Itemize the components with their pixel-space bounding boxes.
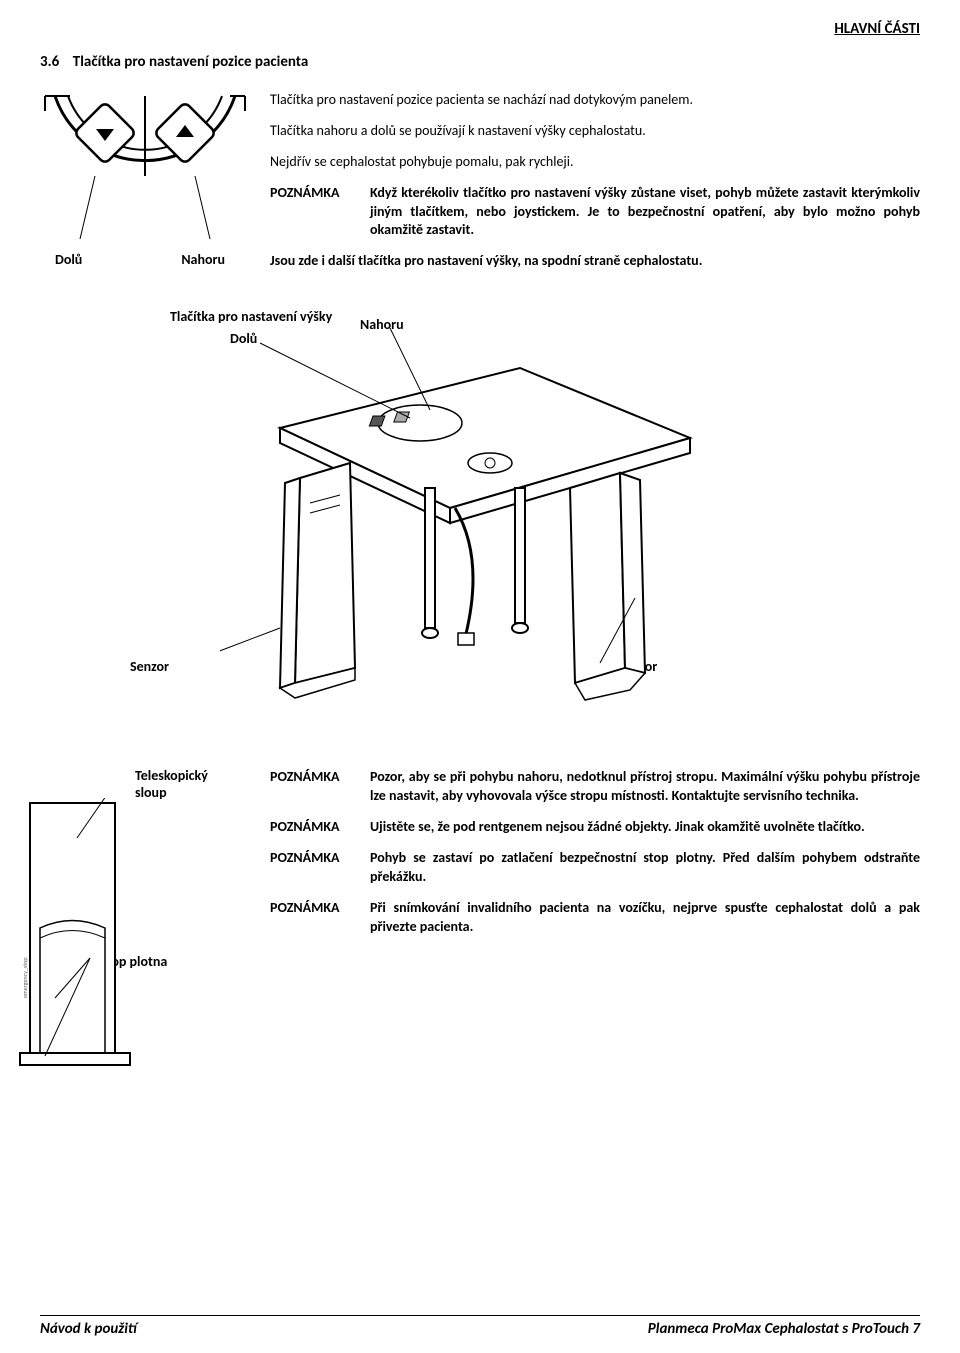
fig2-label-sensor: Senzor xyxy=(130,658,169,675)
note-text-3: Ujistěte se, že pod rentgenem nejsou žád… xyxy=(370,818,920,837)
fig3-label-telescopic: Teleskopický sloup xyxy=(135,768,208,802)
page-footer: Návod k použití Planmeca ProMax Cephalos… xyxy=(40,1315,920,1338)
fig1-label-down: Dolů xyxy=(55,251,82,268)
footer-right: Planmeca ProMax Cephalostat s ProTouch 7 xyxy=(648,1320,920,1338)
note-text-1: Když kterékoliv tlačítko pro nastavení v… xyxy=(370,184,920,241)
fig2-title: Tlačítka pro nastavení výšky xyxy=(170,308,332,325)
button-panel-icon xyxy=(40,91,250,251)
note-text-5: Při snímkování invalidního pacienta na v… xyxy=(370,899,920,937)
page-header-right: HLAVNÍ ČÁSTI xyxy=(40,20,920,38)
section-number: 3.6 xyxy=(40,53,59,71)
note-label-1: POZNÁMKA xyxy=(270,184,370,241)
svg-text:emergency_stop: emergency_stop xyxy=(21,958,29,998)
section-title: 3.6 Tlačítka pro nastavení pozice pacien… xyxy=(40,53,920,71)
section-heading: Tlačítka pro nastavení pozice pacienta xyxy=(73,53,308,71)
intro-p2: Tlačítka nahoru a dolů se používají k na… xyxy=(270,122,920,141)
note-text-4: Pohyb se zastaví po zatlačení bezpečnost… xyxy=(370,849,920,887)
note-label-4: POZNÁMKA xyxy=(270,849,370,887)
post-note-p1: Jsou zde i další tlačítka pro nastavení … xyxy=(270,252,920,271)
note-text-2: Pozor, aby se při pohybu nahoru, nedotkn… xyxy=(370,768,920,806)
telescopic-column-icon: emergency_stop xyxy=(0,798,155,1088)
figure-3-column: Teleskopický sloup Stop plotna emergency… xyxy=(40,768,260,1078)
intro-p1: Tlačítka pro nastavení pozice pacienta s… xyxy=(270,91,920,110)
figure-2-cephalostat: Tlačítka pro nastavení výšky Dolů Nahoru… xyxy=(40,308,920,738)
note-label-2: POZNÁMKA xyxy=(270,768,370,806)
note-label-3: POZNÁMKA xyxy=(270,818,370,837)
note-label-5: POZNÁMKA xyxy=(270,899,370,937)
footer-left: Návod k použití xyxy=(40,1320,137,1338)
figure-1-buttons: Dolů Nahoru xyxy=(40,91,260,268)
intro-p3: Nejdřív se cephalostat pohybuje pomalu, … xyxy=(270,153,920,172)
fig1-label-up: Nahoru xyxy=(181,251,225,268)
cephalostat-diagram-icon xyxy=(220,328,720,728)
